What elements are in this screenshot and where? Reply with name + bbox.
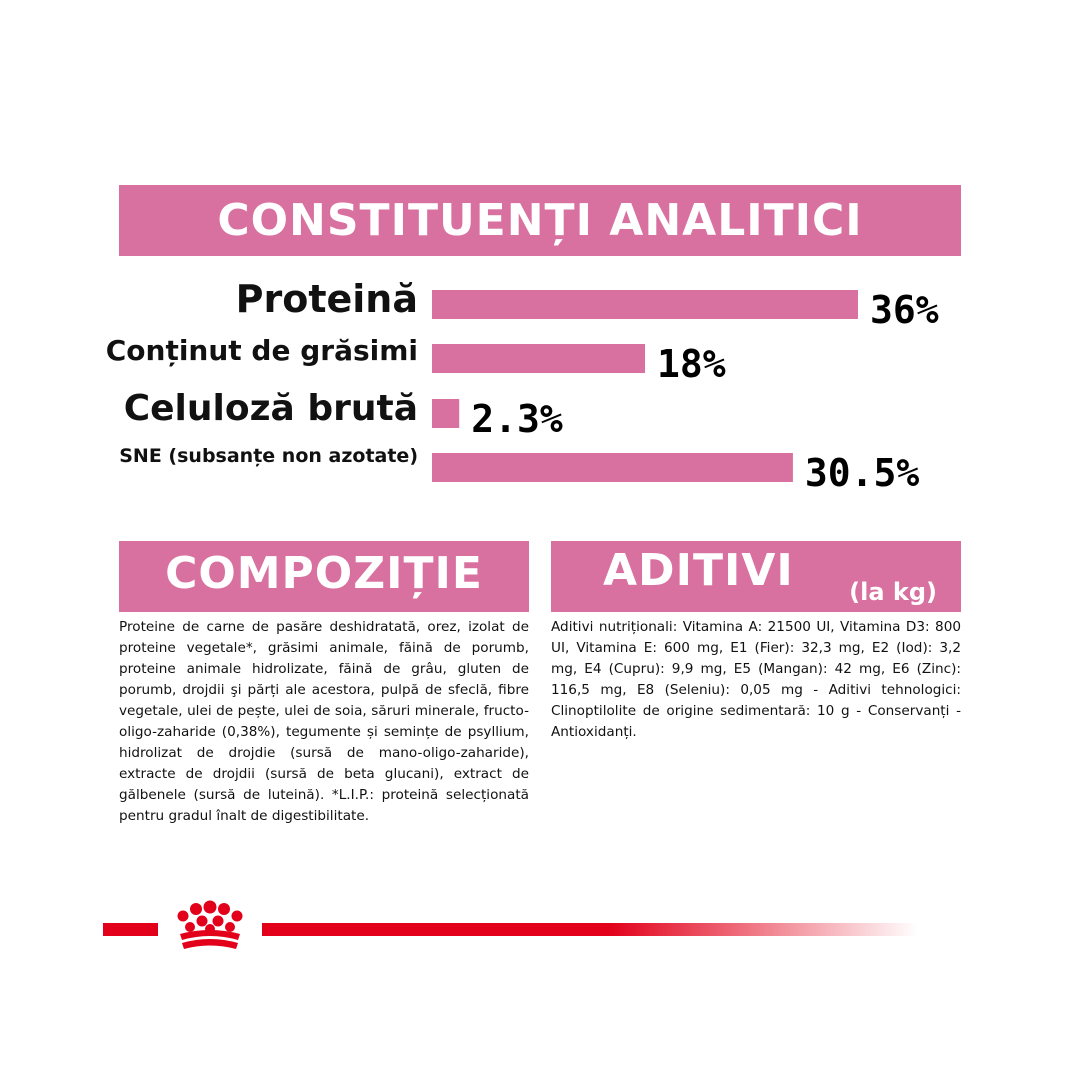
value-label-0: 36% bbox=[870, 288, 939, 332]
compozitie-title: COMPOZIȚIE bbox=[165, 548, 483, 599]
category-label-3: SNE (subsanțe non azotate) bbox=[119, 445, 418, 467]
aditivi-subtitle: (la kg) bbox=[849, 578, 937, 606]
compozitie-banner: COMPOZIȚIE bbox=[119, 541, 529, 612]
bar-1 bbox=[432, 344, 645, 373]
bar-2 bbox=[432, 399, 460, 428]
category-label-0: Proteină bbox=[236, 277, 418, 321]
category-label-2: Celuloză brută bbox=[124, 388, 418, 429]
bar-3 bbox=[432, 453, 793, 482]
aditivi-text: Aditivi nutriționali: Vitamina A: 21500 … bbox=[551, 619, 961, 740]
constituenti-chart: Proteină Conținut de grăsimi Celuloză brut… bbox=[106, 277, 939, 495]
aditivi-title: ADITIVI bbox=[603, 545, 794, 596]
value-label-3: 30.5% bbox=[805, 451, 920, 495]
value-label-2: 2.3% bbox=[471, 397, 563, 441]
royal-canin-crown-icon bbox=[158, 896, 262, 954]
compozitie-text: Proteine de carne de pasăre deshidratată… bbox=[119, 619, 529, 824]
category-label-1: Conținut de grăsimi bbox=[106, 334, 418, 367]
aditivi-banner: ADITIVI (la kg) bbox=[551, 541, 961, 612]
bar-0 bbox=[432, 290, 858, 319]
analitic-banner: CONSTITUENȚI ANALITICI bbox=[119, 185, 961, 256]
footer-red-line bbox=[103, 923, 918, 936]
analitic-title: CONSTITUENȚI ANALITICI bbox=[217, 195, 863, 246]
value-label-1: 18% bbox=[657, 342, 726, 386]
